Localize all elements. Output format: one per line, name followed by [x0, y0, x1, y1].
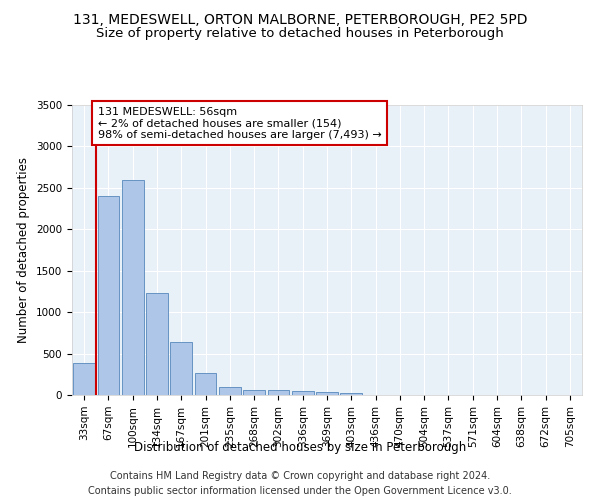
Bar: [340, 392, 362, 395]
Text: Contains HM Land Registry data © Crown copyright and database right 2024.: Contains HM Land Registry data © Crown c…: [110, 471, 490, 481]
Bar: [219, 386, 241, 395]
Bar: [170, 342, 192, 395]
Text: Distribution of detached houses by size in Peterborough: Distribution of detached houses by size …: [134, 441, 466, 454]
Bar: [268, 390, 289, 395]
Text: 131 MEDESWELL: 56sqm
← 2% of detached houses are smaller (154)
98% of semi-detac: 131 MEDESWELL: 56sqm ← 2% of detached ho…: [97, 106, 381, 140]
Bar: [292, 391, 314, 395]
Bar: [243, 390, 265, 395]
Bar: [316, 392, 338, 395]
Text: 131, MEDESWELL, ORTON MALBORNE, PETERBOROUGH, PE2 5PD: 131, MEDESWELL, ORTON MALBORNE, PETERBOR…: [73, 12, 527, 26]
Text: Contains public sector information licensed under the Open Government Licence v3: Contains public sector information licen…: [88, 486, 512, 496]
Text: Size of property relative to detached houses in Peterborough: Size of property relative to detached ho…: [96, 28, 504, 40]
Bar: [122, 180, 143, 395]
Bar: [194, 374, 217, 395]
Bar: [146, 293, 168, 395]
Bar: [97, 196, 119, 395]
Y-axis label: Number of detached properties: Number of detached properties: [17, 157, 31, 343]
Bar: [73, 362, 95, 395]
